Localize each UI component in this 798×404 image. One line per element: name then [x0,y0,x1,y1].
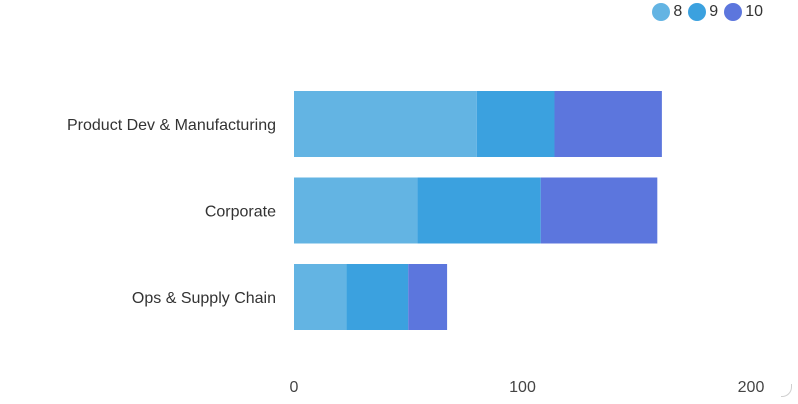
legend-item-8: 8 [652,3,682,21]
legend-label-10: 10 [745,3,763,20]
bar-segment-10-0 [554,91,662,157]
legend-swatch-10 [724,3,743,21]
category-label: Ops & Supply Chain [132,290,276,307]
legend-swatch-8 [652,3,671,21]
bar-segment-10-1 [540,177,658,244]
legend: 8 9 10 [652,3,763,21]
legend-item-10: 10 [724,3,763,21]
bar-segment-9-1 [417,177,541,244]
bar-segment-8-2 [294,264,347,330]
bar-segment-8-1 [294,177,418,244]
legend-label-8: 8 [673,3,683,20]
x-tick-label: 100 [509,379,536,396]
x-tick-label: 200 [738,379,765,396]
category-label: Corporate [205,204,276,221]
category-labels: Product Dev & Manufacturing Corporate Ops … [67,117,276,307]
bar-segment-10-2 [408,264,448,330]
x-axis-ticks: 0 100 200 [290,379,765,396]
bar-segment-9-2 [346,264,409,330]
bar-segment-9-0 [476,91,555,157]
legend-label-9: 9 [709,3,719,20]
legend-swatch-9 [688,3,707,21]
legend-item-9: 9 [688,3,718,21]
x-tick-label: 0 [290,379,299,396]
category-label: Product Dev & Manufacturing [67,117,276,134]
bars-layer [294,91,662,330]
bar-segment-8-0 [294,91,477,157]
